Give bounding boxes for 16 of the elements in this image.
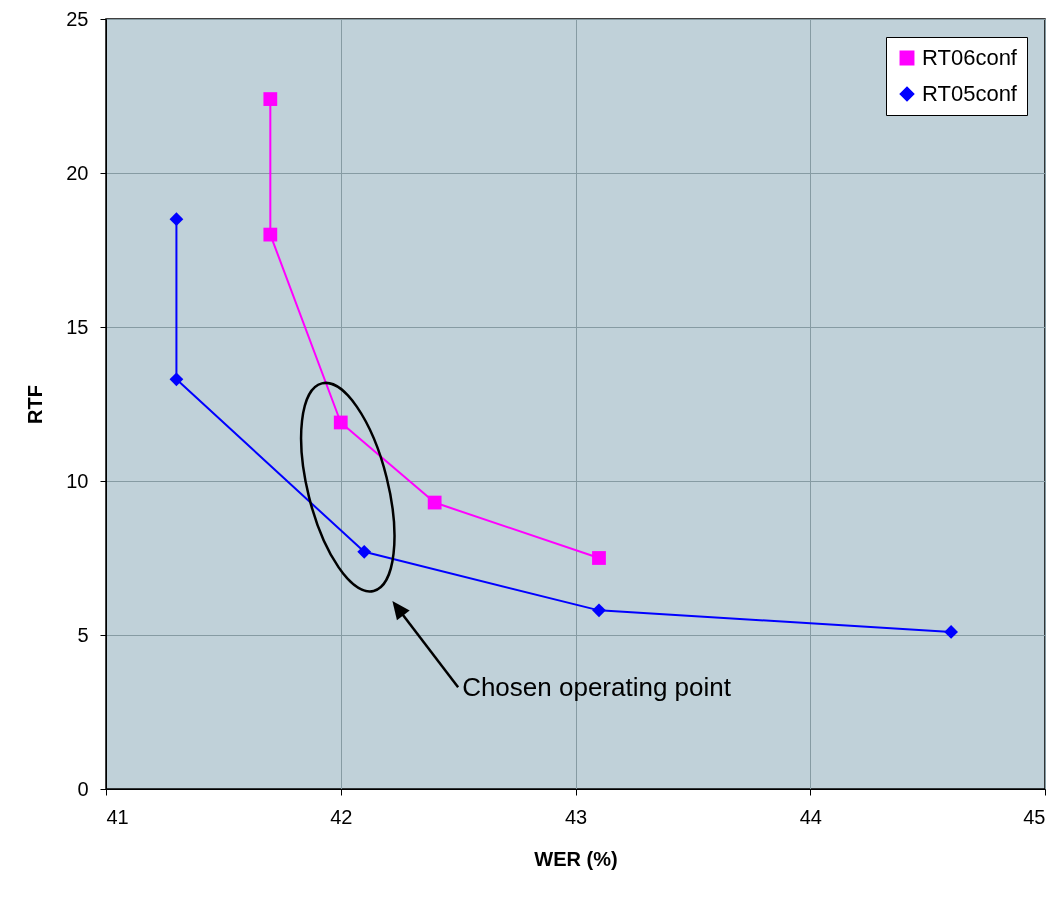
y-tick-label: 25	[66, 7, 89, 30]
y-tick-label: 20	[66, 161, 89, 184]
y-tick-label: 0	[77, 777, 89, 800]
y-axis-title: RTF	[24, 385, 47, 424]
x-tick-label: 41	[106, 805, 129, 828]
x-tick-label: 45	[1023, 805, 1046, 828]
annotation: Chosen operating point	[462, 672, 732, 703]
x-tick-label: 42	[330, 805, 353, 828]
y-tick-label: 5	[77, 623, 89, 646]
x-axis-title: WER (%)	[534, 847, 618, 870]
x-tick-label: 43	[564, 805, 588, 828]
x-tick-label: 44	[799, 805, 822, 828]
legend-label: RT05conf	[922, 81, 1018, 106]
y-tick-label: 10	[66, 469, 89, 492]
legend-label: RT06conf	[922, 45, 1018, 70]
y-tick-label: 15	[66, 315, 89, 338]
